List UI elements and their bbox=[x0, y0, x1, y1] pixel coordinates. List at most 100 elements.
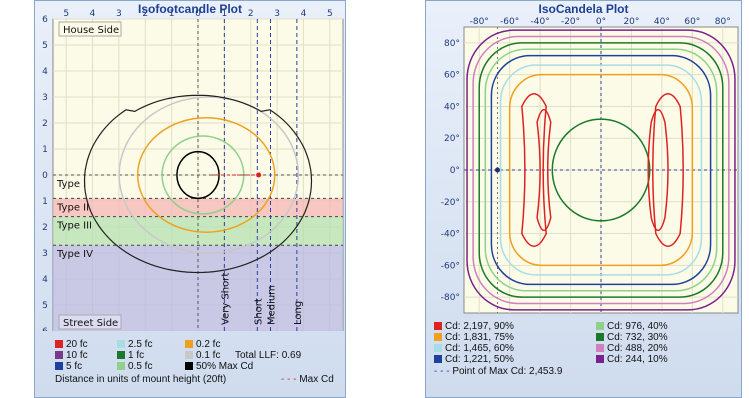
contour-line bbox=[472, 35, 730, 305]
max-cd-key-label: Point of Max Cd: 2,453.9 bbox=[452, 366, 563, 377]
legend-item: 50% Max Cd bbox=[185, 361, 253, 372]
left-tick-label: 60° bbox=[444, 71, 460, 81]
top-tick-label: -20° bbox=[561, 17, 580, 27]
legend-item: Cd: 976, 40% bbox=[596, 321, 668, 332]
left-tick-label: -20° bbox=[441, 198, 460, 208]
contour-line bbox=[118, 96, 300, 254]
top-tick-label: 80° bbox=[715, 17, 731, 27]
legend-item: Cd: 244, 10% bbox=[596, 354, 668, 365]
legend-label: 50% Max Cd bbox=[196, 361, 254, 372]
legend-swatch bbox=[434, 344, 442, 352]
left-tick-label: 1 bbox=[42, 197, 48, 207]
contour-line bbox=[536, 108, 552, 232]
house-side-box bbox=[58, 21, 122, 37]
legend-swatch bbox=[117, 351, 125, 359]
top-tick-label: 0 bbox=[195, 9, 201, 19]
legend-item: Cd: 2,197, 90% bbox=[434, 321, 514, 332]
legend-item: 20 fc bbox=[55, 339, 88, 350]
contour-line bbox=[499, 64, 703, 276]
left-tick-label: 1 bbox=[42, 145, 48, 155]
legend-swatch bbox=[596, 344, 604, 352]
legend-item: Cd: 1,221, 50% bbox=[434, 354, 514, 365]
legend-swatch bbox=[55, 340, 63, 348]
legend-swatch bbox=[596, 355, 604, 363]
street-side-label: Street Side bbox=[63, 318, 118, 329]
isofootcandle-title: Isofootcandle Plot bbox=[137, 2, 242, 16]
legend-label: Cd: 244, 10% bbox=[607, 354, 668, 365]
legend-item: 2.5 fc bbox=[117, 339, 152, 350]
top-tick-label: 5 bbox=[327, 9, 333, 19]
left-tick-label: 6 bbox=[42, 15, 48, 25]
legend-item: Cd: 1,465, 60% bbox=[434, 343, 514, 354]
legend-swatch bbox=[117, 340, 125, 348]
contour-line bbox=[508, 73, 694, 267]
type-zone-label: Type IV bbox=[56, 249, 93, 260]
type-zone-label: Type I bbox=[56, 179, 86, 190]
contour-line bbox=[521, 93, 547, 247]
type-zone-label: Type III bbox=[56, 221, 92, 232]
legend-label: 0.1 fc bbox=[196, 350, 221, 361]
left-tick-label: 6 bbox=[42, 327, 48, 331]
legend-item: 0.5 fc bbox=[117, 361, 152, 372]
left-tick-label: 3 bbox=[42, 249, 48, 259]
left-tick-label: 4 bbox=[42, 275, 48, 285]
legend-item: 1 fc bbox=[117, 350, 144, 361]
top-tick-label: 4 bbox=[90, 9, 96, 19]
top-tick-label: 3 bbox=[274, 9, 280, 19]
legend-swatch bbox=[185, 340, 193, 348]
total-llf: Total LLF: 0.69 bbox=[235, 350, 302, 361]
contour-line bbox=[478, 42, 724, 298]
street-side-box bbox=[58, 314, 122, 330]
legend-label: Cd: 976, 40% bbox=[607, 321, 668, 332]
legend-swatch bbox=[434, 355, 442, 363]
top-tick-label: 0° bbox=[596, 17, 606, 27]
legend-label: 0.5 fc bbox=[128, 361, 153, 372]
left-tick-label: 2 bbox=[42, 119, 48, 129]
legend-item: 0.2 fc bbox=[185, 339, 220, 350]
distance-label: Short bbox=[253, 298, 264, 325]
top-tick-label: 5 bbox=[63, 9, 69, 19]
legend-label: Cd: 2,197, 90% bbox=[445, 321, 514, 332]
legend-item: Cd: 732, 30% bbox=[596, 332, 668, 343]
top-tick-label: 1 bbox=[221, 9, 227, 19]
distance-label: Very Short bbox=[220, 273, 231, 325]
legend-item: Cd: 1,831, 75% bbox=[434, 332, 514, 343]
left-tick-label: 40° bbox=[444, 102, 460, 112]
top-tick-label: -40° bbox=[531, 17, 550, 27]
legend-item: Cd: 488, 20% bbox=[596, 343, 668, 354]
isocandela-panel: IsoCandela Plot -80° -60° -40° -20° 0° 20° 40°… bbox=[425, 0, 742, 398]
left-tick-label: 5 bbox=[42, 301, 48, 311]
top-tick-label: 4 bbox=[301, 9, 307, 19]
contour-line bbox=[136, 117, 276, 233]
max-cd-key-label: Max Cd bbox=[299, 374, 334, 385]
contour-line bbox=[83, 94, 313, 274]
legend-label: Cd: 1,221, 50% bbox=[445, 354, 514, 365]
type-zone-label: Type II bbox=[56, 202, 89, 213]
legend-swatch bbox=[434, 333, 442, 341]
legend-label: 20 fc bbox=[66, 339, 88, 350]
legend-swatch bbox=[55, 351, 63, 359]
isocandela-svg: -80° -60° -40° -20° 0° 20° 40° 60° 80° 80° 60° 40° 2… bbox=[441, 17, 739, 314]
left-tick-label: 20° bbox=[444, 134, 460, 144]
max-cd-point bbox=[256, 172, 262, 178]
legend-label: Cd: 732, 30% bbox=[607, 332, 668, 343]
left-tick-label: 80° bbox=[444, 39, 460, 49]
left-tick-label: -40° bbox=[441, 230, 460, 240]
legend-swatch bbox=[596, 322, 604, 330]
contour-line bbox=[484, 48, 718, 292]
top-tick-label: -80° bbox=[470, 17, 489, 27]
distance-label: Long bbox=[293, 301, 304, 325]
isofootcandle-panel: Isofootcandle Plot Type I Type II Type III… bbox=[34, 0, 346, 398]
distance-footer: Distance in units of mount height (20ft) bbox=[55, 374, 227, 385]
legend-item: 0.1 fc bbox=[185, 350, 220, 361]
legend-label: 2.5 fc bbox=[128, 339, 153, 350]
contour-line bbox=[652, 93, 684, 247]
left-tick-label: 0° bbox=[450, 166, 460, 176]
left-tick-label: 2 bbox=[42, 223, 48, 233]
isocandela-title: IsoCandela Plot bbox=[538, 2, 629, 16]
distance-label: Medium bbox=[267, 285, 278, 325]
max-cd-point bbox=[494, 167, 500, 173]
max-cd-key: - - - Max Cd bbox=[281, 374, 334, 385]
top-tick-label: -60° bbox=[500, 17, 519, 27]
legend-label: Cd: 488, 20% bbox=[607, 343, 668, 354]
